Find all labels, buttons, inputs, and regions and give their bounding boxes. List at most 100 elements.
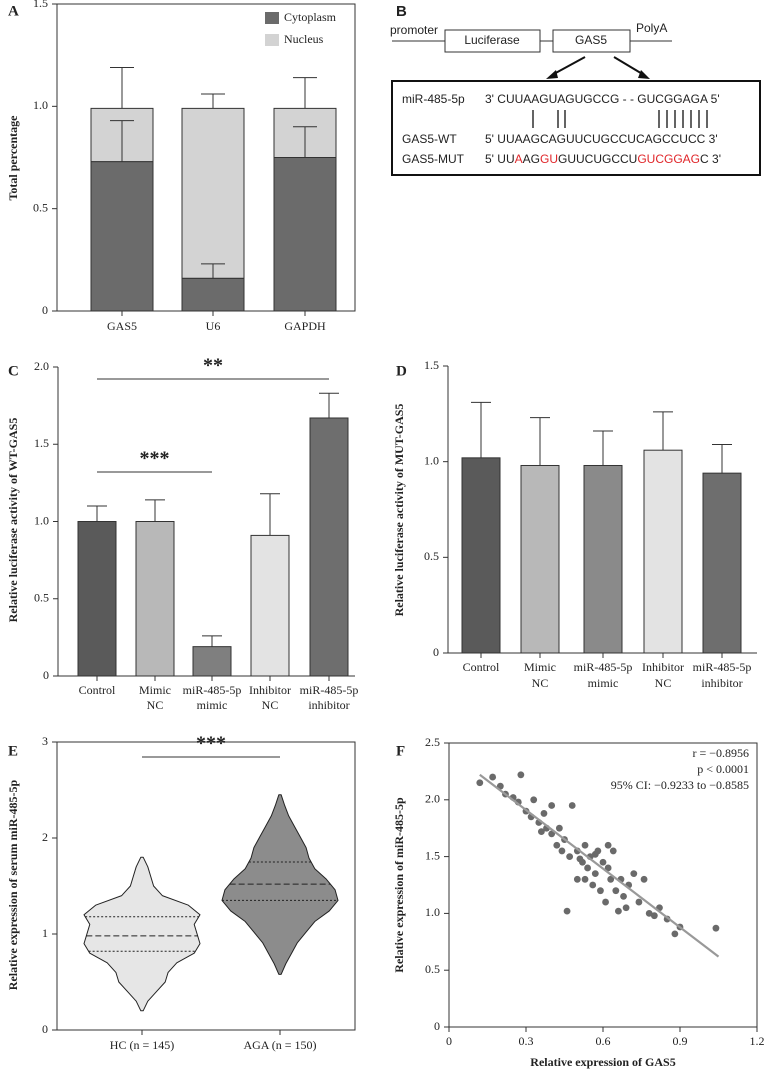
point bbox=[581, 841, 589, 849]
sequence-segment: AG bbox=[523, 152, 540, 166]
point bbox=[573, 875, 581, 883]
point bbox=[597, 887, 604, 895]
bar bbox=[583, 464, 623, 654]
x-tick-label: Control bbox=[463, 660, 500, 674]
promoter-label: promoter bbox=[390, 23, 438, 37]
y-tick-label: 3 bbox=[42, 734, 48, 748]
sequence-label: miR-485-5p bbox=[402, 92, 465, 106]
panel-letter: E bbox=[8, 743, 18, 759]
point bbox=[712, 924, 720, 932]
legend-label: Nucleus bbox=[284, 32, 324, 46]
point bbox=[635, 898, 643, 906]
point bbox=[584, 864, 591, 872]
bar bbox=[250, 534, 290, 677]
x-tick-label: 1.2 bbox=[750, 1034, 765, 1048]
panel-letter: D bbox=[396, 363, 407, 379]
y-tick-label: 1 bbox=[42, 926, 48, 940]
point bbox=[645, 910, 653, 917]
x-tick-label: Mimic bbox=[524, 660, 556, 674]
point bbox=[591, 850, 599, 858]
sequence-segment: GUUCUGCCU bbox=[558, 152, 637, 166]
panel-letter: F bbox=[396, 743, 405, 759]
point bbox=[612, 887, 620, 895]
x-tick-label: NC bbox=[147, 698, 164, 712]
legend-swatch bbox=[265, 12, 279, 24]
x-tick-label: NC bbox=[532, 676, 549, 690]
stat-label: p < 0.0001 bbox=[697, 762, 749, 776]
y-tick-label: 0.5 bbox=[33, 200, 48, 214]
point bbox=[530, 796, 538, 804]
x-tick-label: mimic bbox=[588, 676, 619, 690]
y-axis-label: Total percentage bbox=[6, 115, 20, 201]
point bbox=[591, 870, 599, 878]
x-tick-label: NC bbox=[655, 676, 672, 690]
trend-line bbox=[479, 773, 720, 958]
bar bbox=[135, 521, 175, 677]
sequence-label: GAS5-MUT bbox=[402, 152, 465, 166]
y-tick-label: 0 bbox=[433, 645, 439, 659]
x-tick-label: miR-485-5p bbox=[300, 683, 359, 697]
point bbox=[604, 864, 612, 872]
y-tick-label: 2.5 bbox=[425, 735, 440, 749]
sequence-segment: A bbox=[515, 152, 523, 166]
bar-segment bbox=[181, 107, 245, 279]
panel-letter: B bbox=[396, 3, 407, 20]
point bbox=[671, 930, 679, 938]
stat-label: 95% CI: −0.9233 to −0.8585 bbox=[611, 778, 749, 792]
significance-label: *** bbox=[196, 733, 226, 755]
point bbox=[476, 779, 484, 787]
panel-letter: C bbox=[8, 363, 19, 379]
x-tick-label: 0.3 bbox=[519, 1034, 534, 1048]
y-tick-label: 1.0 bbox=[33, 98, 48, 112]
y-axis-label: Relative expression of miR-485-5p bbox=[392, 797, 406, 973]
y-tick-label: 1.5 bbox=[425, 848, 440, 862]
point bbox=[622, 904, 630, 912]
y-axis-label: Relative expression of serum miR-485-5p bbox=[6, 779, 20, 990]
chart: F Relative expression of miR-485-5p 0 0.5 1.… bbox=[392, 735, 765, 1069]
bar-segment bbox=[181, 277, 245, 312]
x-tick-label: Inhibitor bbox=[642, 660, 684, 674]
chart: A Total percentage 0 0.5 1.0 1.5 GAS5 U6 GAPDH Cy… bbox=[6, 0, 356, 333]
point bbox=[599, 858, 607, 866]
significance-label: ** bbox=[203, 355, 223, 377]
x-tick-label: miR-485-5p bbox=[183, 683, 242, 697]
sequence-segment: 3' CUUAAGUAGUGCCG - - GUCGGAGA 5' bbox=[485, 92, 720, 106]
y-axis-label: Relative luciferase activity of MUT-GAS5 bbox=[392, 404, 406, 617]
violin bbox=[83, 856, 201, 1012]
point bbox=[609, 847, 617, 855]
axes bbox=[57, 367, 355, 677]
plot-frame bbox=[448, 742, 758, 1028]
panel-b: B promoter Luciferase GAS5 PolyA bbox=[390, 3, 761, 176]
y-tick-label: 0 bbox=[434, 1019, 440, 1033]
plot-frame bbox=[56, 3, 356, 312]
x-tick-label: GAS5 bbox=[107, 319, 137, 333]
stat-label: r = −0.8956 bbox=[692, 746, 749, 760]
sequence-segment: 5' UUAAGCAGUUCUGCCUCAGCCUCC 3' bbox=[485, 132, 718, 146]
point bbox=[589, 881, 597, 889]
y-tick-label: 1.5 bbox=[424, 358, 439, 372]
arrow bbox=[613, 56, 645, 76]
x-tick-label: 0 bbox=[446, 1034, 452, 1048]
chart: E Relative expression of serum miR-485-5p… bbox=[6, 733, 356, 1052]
x-tick-label: NC bbox=[262, 698, 279, 712]
x-tick-label: 0.9 bbox=[673, 1034, 688, 1048]
y-tick-label: 0 bbox=[42, 303, 48, 317]
panel-letter: A bbox=[8, 3, 19, 19]
legend-label: Cytoplasm bbox=[284, 10, 337, 24]
significance-label: *** bbox=[140, 448, 170, 470]
y-tick-label: 1.0 bbox=[424, 453, 439, 467]
bar bbox=[461, 457, 501, 654]
y-tick-label: 1.5 bbox=[33, 0, 48, 10]
point bbox=[604, 841, 612, 849]
sequence: 3' CUUAAGUAGUGCCG - - GUCGGAGA 5' bbox=[485, 92, 720, 106]
luciferase-label: Luciferase bbox=[464, 33, 520, 47]
chart: C Relative luciferase activity of WT-GAS5… bbox=[6, 355, 359, 712]
arrow bbox=[551, 56, 586, 76]
point bbox=[581, 875, 589, 883]
x-tick-label: Control bbox=[79, 683, 116, 697]
bar bbox=[309, 417, 349, 677]
arrowhead bbox=[638, 70, 650, 79]
y-tick-label: 0.5 bbox=[424, 549, 439, 563]
x-tick-label: miR-485-5p bbox=[574, 660, 633, 674]
x-tick-label: inhibitor bbox=[701, 676, 742, 690]
